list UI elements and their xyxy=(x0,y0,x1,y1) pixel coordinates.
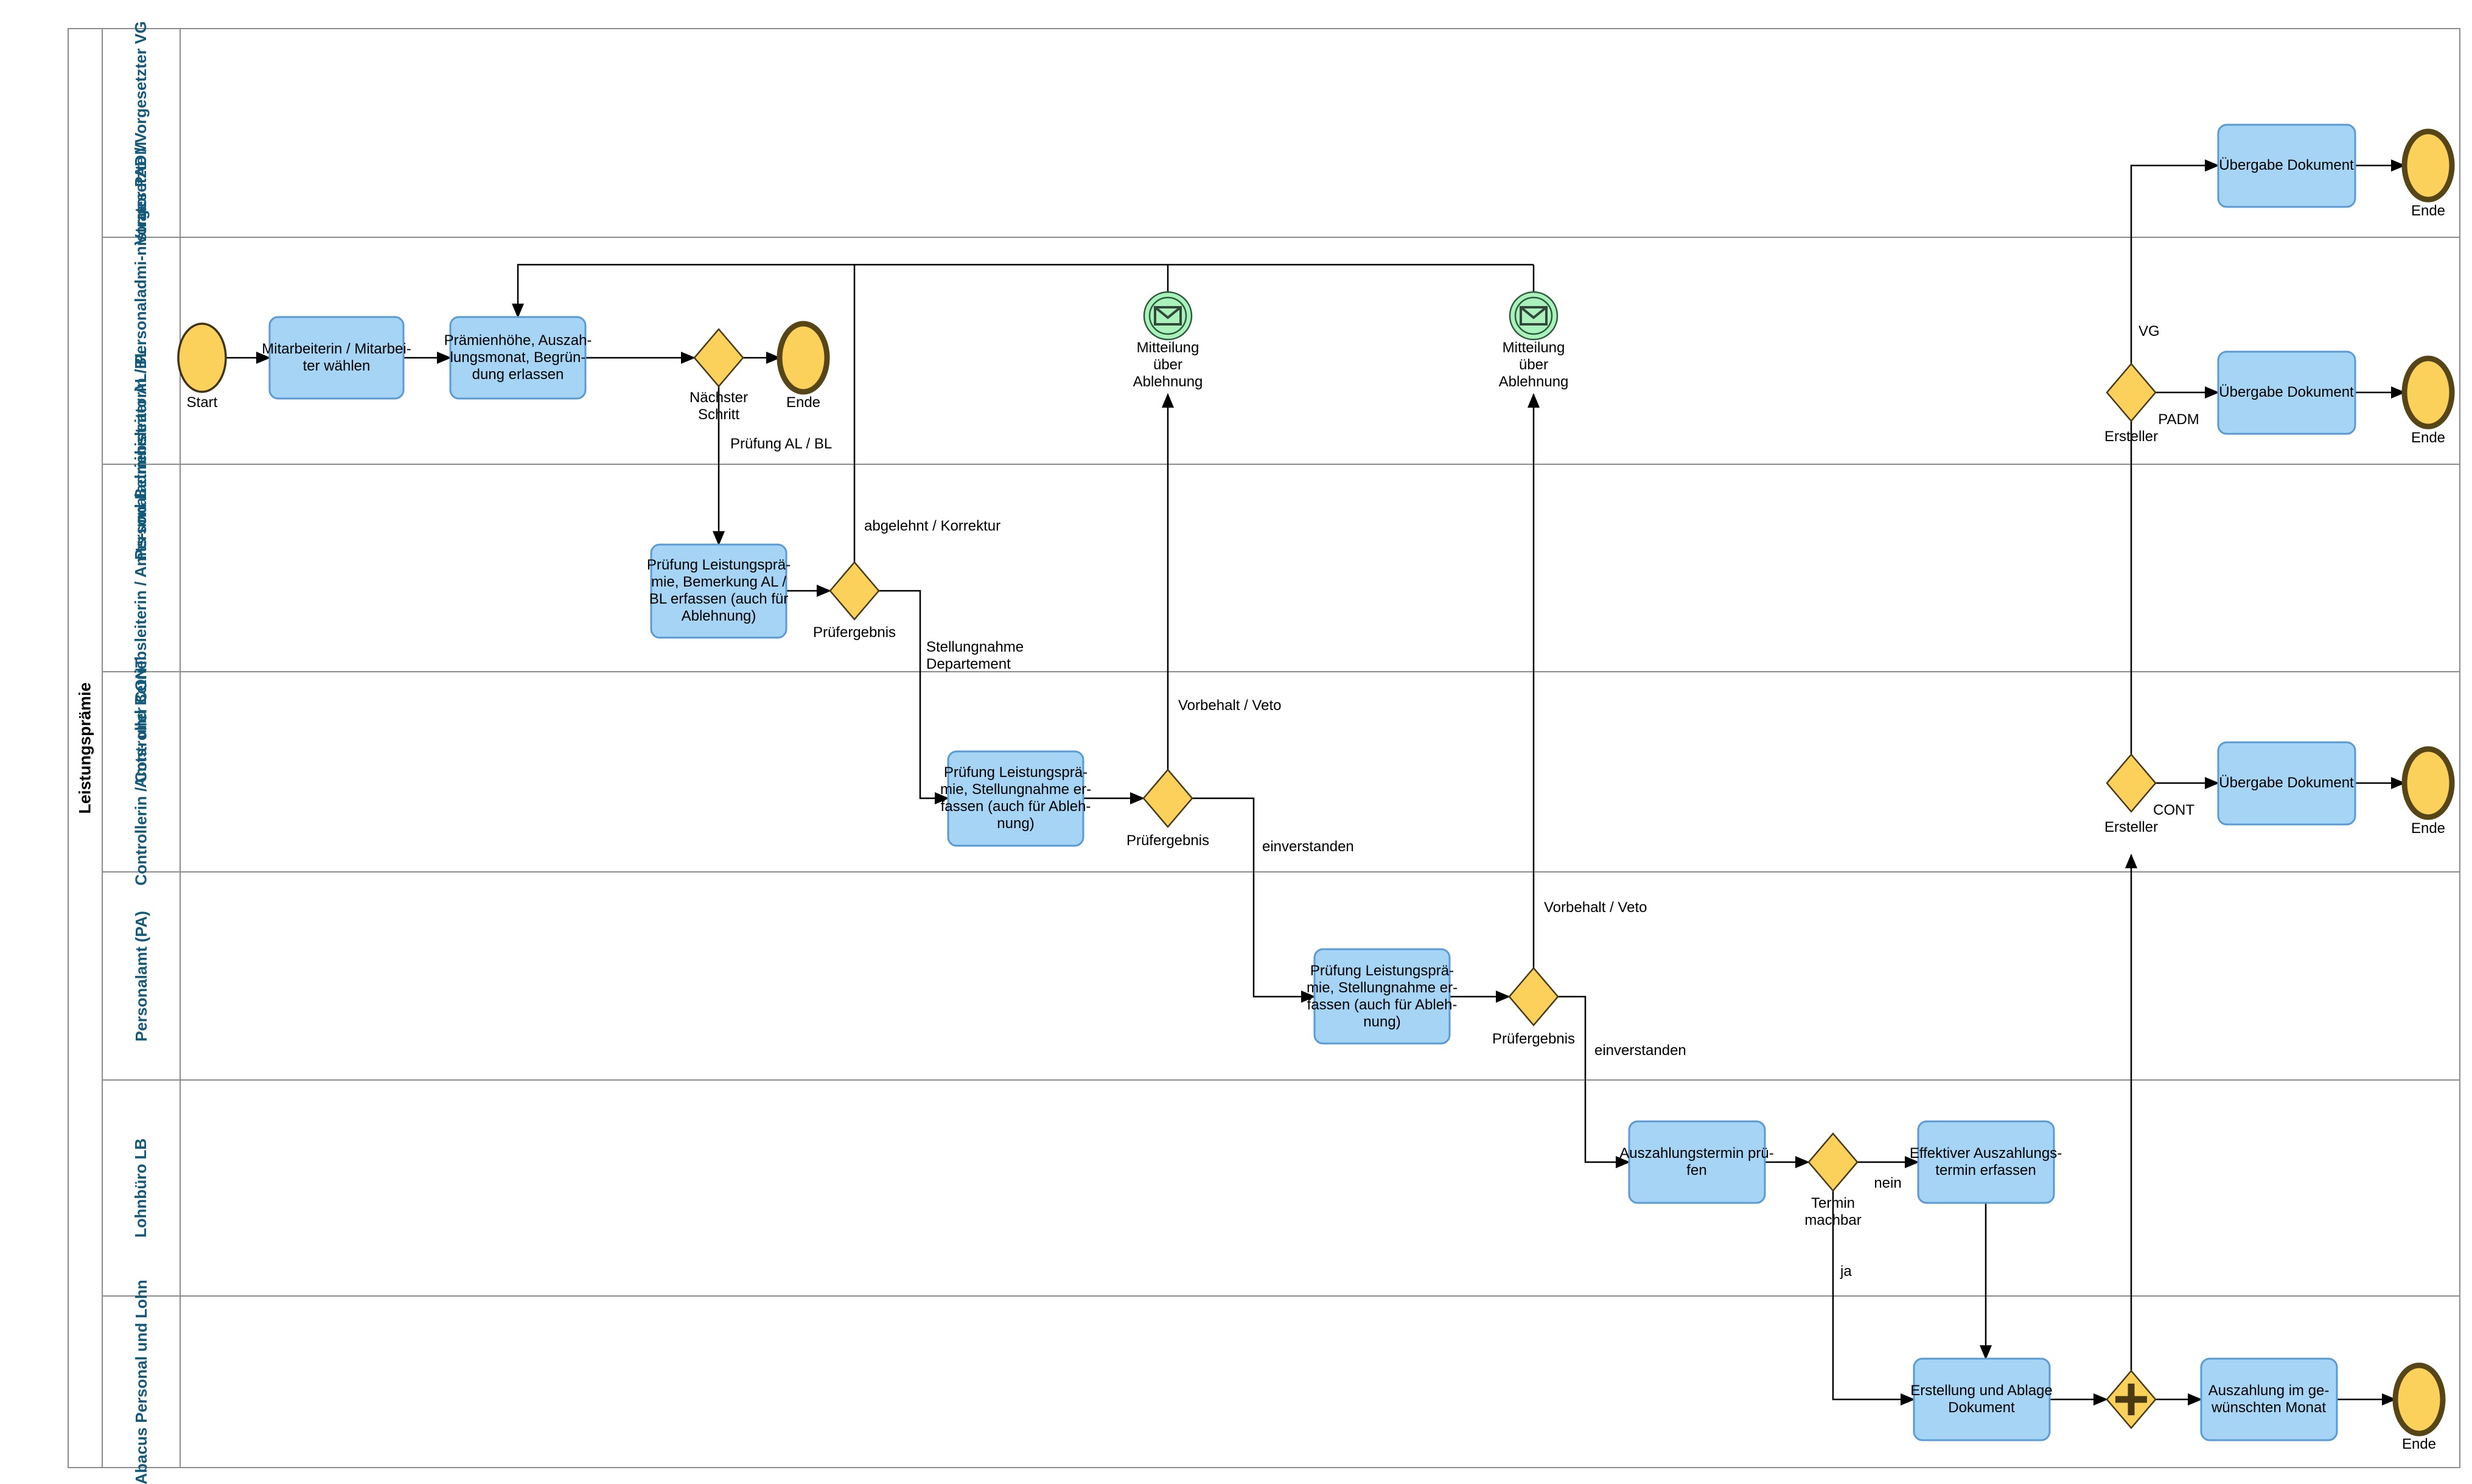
task-uebergabe-padm[interactable] xyxy=(2217,350,2356,435)
end-event-abacus[interactable] xyxy=(2392,1362,2446,1437)
edge-label-vorbehalt-1: Vorbehalt / Veto xyxy=(1178,697,1282,714)
ende-label-cont: Ende xyxy=(2411,820,2446,837)
edge-label-vg: VG xyxy=(2139,323,2160,340)
edge-label-einverstanden-1: einverstanden xyxy=(1262,838,1354,855)
task-label-termin-pruefen: Auszahlungstermin prü-fen xyxy=(1619,1145,1774,1179)
task-label-uebergabe-vg: Übergabe Dokument xyxy=(2219,157,2354,173)
task-erstellung-ablage[interactable] xyxy=(1913,1357,2051,1441)
ende-label-padm-main: Ende xyxy=(786,394,821,411)
task-pruefung-cont[interactable] xyxy=(947,750,1084,847)
lane-label-text: und Betriebsleiter AL/BL xyxy=(131,347,150,533)
events xyxy=(177,128,2455,1437)
start-event[interactable] xyxy=(177,322,227,393)
gateway-termin-machbar[interactable] xyxy=(1807,1132,1859,1192)
ende-label-abacus: Ende xyxy=(2401,1436,2437,1452)
start-label: Start xyxy=(186,394,218,411)
ende-label-padm-right: Ende xyxy=(2411,430,2446,446)
edge-label-einverstanden-2: einverstanden xyxy=(1594,1042,1686,1059)
gateway-pruefergebnis-pa[interactable] xyxy=(1508,967,1559,1026)
gateway-label-pruefergebnis-cont: Prüfergebnis xyxy=(1126,832,1210,849)
flow-vg-uebergabe xyxy=(2130,159,2219,364)
task-label-auswahl: Mitarbeiterin / Mitarbei-ter wählen xyxy=(262,341,411,374)
task-uebergabe-vg[interactable] xyxy=(2217,124,2356,208)
task-label-termin-erfassen: Effektiver Auszahlungs-termin erfassen xyxy=(1909,1145,2062,1179)
lane-label-pa: Personalamt (PA) xyxy=(102,872,180,1080)
end-event-padm-right[interactable] xyxy=(2401,355,2455,430)
edge-label-nein: nein xyxy=(1874,1175,1902,1191)
edge-label-padm: PADM xyxy=(2158,411,2199,428)
end-event-vg[interactable] xyxy=(2401,128,2455,203)
lane-label-text: Lohnbüro LB xyxy=(131,1138,150,1238)
task-label-albl: Prüfung Leistungsprä-mie, Bemerkung AL /… xyxy=(646,557,791,624)
sequence-flows xyxy=(226,159,2406,1406)
edge-label-pruefung-al-bl: Prüfung AL / BL xyxy=(730,436,833,452)
flow-einverstanden2 xyxy=(1558,995,1630,1168)
lane-label-text: Abacus Personal und Lohn xyxy=(131,1279,150,1484)
end-event-cont[interactable] xyxy=(2401,746,2455,820)
pool-label-cell: Leistungsprämie xyxy=(68,29,102,1468)
task-label-cont: Prüfung Leistungsprä-mie, Stellungnahme … xyxy=(940,764,1092,832)
gateway-label-pruefergebnis-pa: Prüfergebnis xyxy=(1492,1031,1576,1047)
lane-label-cont: Controllerin / Controller CONT xyxy=(102,658,180,885)
gateway-pruefergebnis-albl[interactable] xyxy=(829,561,880,621)
flow-feedback-to-praemie xyxy=(512,263,1534,318)
pool-title: Leistungsprämie xyxy=(75,682,94,814)
lane-label-lb: Lohnbüro LB xyxy=(102,1080,180,1296)
ende-label-vg: Ende xyxy=(2411,203,2446,219)
gateway-ersteller-padm[interactable] xyxy=(2106,363,2157,422)
task-label-auszahlung: Auszahlung im ge-wünschten Monat xyxy=(2208,1382,2330,1416)
task-praemienhoehe[interactable] xyxy=(449,316,587,400)
task-label-praemie: Prämienhöhe, Auszah-lungsmonat, Begrün-d… xyxy=(444,332,592,383)
gateways xyxy=(693,328,2157,1429)
edge-label-cont: CONT xyxy=(2153,802,2194,818)
gateway-label-ersteller-cont: Ersteller xyxy=(2104,819,2159,835)
task-label-pa: Prüfung Leistungsprä-mie, Stellungnahme … xyxy=(1306,963,1458,1030)
tasks xyxy=(268,124,2356,1441)
end-event-padm-main[interactable] xyxy=(777,321,830,395)
flow-ja xyxy=(1832,1191,1915,1406)
edge-label-ja: ja xyxy=(1840,1263,1852,1280)
task-uebergabe-cont[interactable] xyxy=(2217,741,2356,826)
envelope-icon xyxy=(1520,306,1548,326)
gateway-label-pruefergebnis-albl: Prüfergebnis xyxy=(812,624,896,641)
message-label-2: Mitteilung über Ablehnung xyxy=(1498,340,1569,390)
task-label-uebergabe-cont: Übergabe Dokument xyxy=(2219,775,2354,791)
lane-label-text: Personalamt (PA) xyxy=(131,910,150,1042)
edge-label-stellungnahme: Stellungnahme Departement xyxy=(926,639,1024,672)
task-label-erstellung: Erstellung und Ablage Dokument xyxy=(1910,1382,2053,1416)
task-auszahlungstermin-pruefen[interactable] xyxy=(1628,1120,1766,1204)
task-pruefung-pa[interactable] xyxy=(1313,948,1451,1045)
task-effektiver-termin[interactable] xyxy=(1917,1120,2055,1204)
message-event-2[interactable] xyxy=(1509,291,1559,341)
lane-label-albl: Amts- und Betriebsleiterin / Amts-und Be… xyxy=(102,348,180,788)
gateway-naechster-schritt[interactable] xyxy=(693,328,744,388)
gateway-label-naechster: Nächster Schritt xyxy=(689,389,749,423)
task-label-uebergabe-padm: Übergabe Dokument xyxy=(2219,384,2354,400)
pool-frame xyxy=(68,28,2460,1468)
task-auszahlung-monat[interactable] xyxy=(2200,1357,2338,1441)
message-label-1: Mitteilung über Ablehnung xyxy=(1133,340,1203,390)
edge-label-abgelehnt: abgelehnt / Korrektur xyxy=(864,518,1001,534)
task-mitarbeiter-waehlen[interactable] xyxy=(268,316,405,400)
pool-border xyxy=(68,28,2460,1468)
gateway-ersteller-cont[interactable] xyxy=(2106,753,2157,813)
flow-stellungnahme xyxy=(879,590,949,804)
gateway-pruefergebnis-cont[interactable] xyxy=(1142,768,1193,828)
task-pruefung-albl[interactable] xyxy=(650,543,787,639)
message-event-1[interactable] xyxy=(1143,291,1193,341)
lane-label-text: nistrator PADM xyxy=(131,141,150,256)
lane-label-abacus: Abacus Personal und Lohn xyxy=(102,1280,180,1484)
lane-label-text: Controllerin / Controller CONT xyxy=(131,658,150,886)
gateway-label-termin-machbar: Termin machbar xyxy=(1804,1195,1862,1228)
plus-icon xyxy=(2115,1384,2147,1415)
envelope-icon xyxy=(1154,306,1182,326)
edge-label-vorbehalt-2: Vorbehalt / Veto xyxy=(1544,899,1647,916)
flow-einverstanden1 xyxy=(1192,797,1316,1003)
gateway-label-ersteller-padm: Ersteller xyxy=(2104,428,2159,445)
